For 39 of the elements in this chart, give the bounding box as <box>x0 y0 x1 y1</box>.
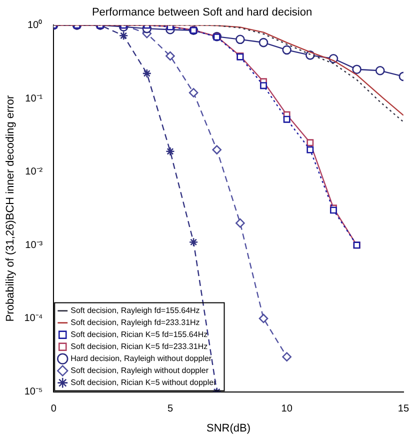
point <box>258 314 268 324</box>
legend-label: Soft decision, Rayleigh without doppler <box>70 366 209 376</box>
y-tick-label: 10⁻¹ <box>25 93 44 104</box>
point <box>118 31 128 40</box>
point <box>282 45 292 55</box>
x-tick-label: 5 <box>167 404 174 415</box>
point <box>306 139 314 146</box>
legend-label: Hard decision, Rayleigh without doppler <box>70 354 212 364</box>
point <box>236 34 245 44</box>
x-tick-label: 15 <box>398 404 410 415</box>
legend-label: Soft decision, Rician K=5 fd=233.31Hz <box>70 342 208 352</box>
legend-label: Soft decision, Rician K=5 without doppler <box>70 378 217 388</box>
x-tick-label: 10 <box>281 404 293 415</box>
point <box>142 68 152 78</box>
point <box>166 146 175 156</box>
legend-label: Soft decision, Rayleigh fd=233.31Hz <box>70 318 200 328</box>
chart-title: Performance between Soft and hard decision <box>92 6 312 19</box>
y-tick-label: 10⁻² <box>25 166 44 178</box>
point <box>166 51 175 61</box>
point <box>236 218 245 228</box>
point <box>188 237 198 247</box>
x-axis-title: SNR(dB) <box>206 422 251 434</box>
point <box>306 146 314 154</box>
legend-label: Soft decision, Rayleigh fd=155.64Hz <box>70 306 200 316</box>
point <box>282 352 292 362</box>
y-axis-title: Probability of (31,26)BCH inner decoding error <box>4 95 17 322</box>
point <box>188 88 198 98</box>
y-tick-label: 10⁰ <box>27 18 43 31</box>
point <box>283 116 290 123</box>
y-tick-label: 10⁻⁴ <box>24 313 43 324</box>
point <box>258 38 268 48</box>
point <box>352 64 362 74</box>
y-tick-label: 10⁻⁵ <box>24 386 43 398</box>
point <box>375 66 385 76</box>
x-tick-label: 0 <box>50 404 57 415</box>
legend-label: Soft decision, Rician K=5 fd=155.64Hz <box>70 330 208 340</box>
point <box>260 82 267 90</box>
y-tick-label: 10⁻³ <box>25 240 44 251</box>
point <box>212 145 222 154</box>
